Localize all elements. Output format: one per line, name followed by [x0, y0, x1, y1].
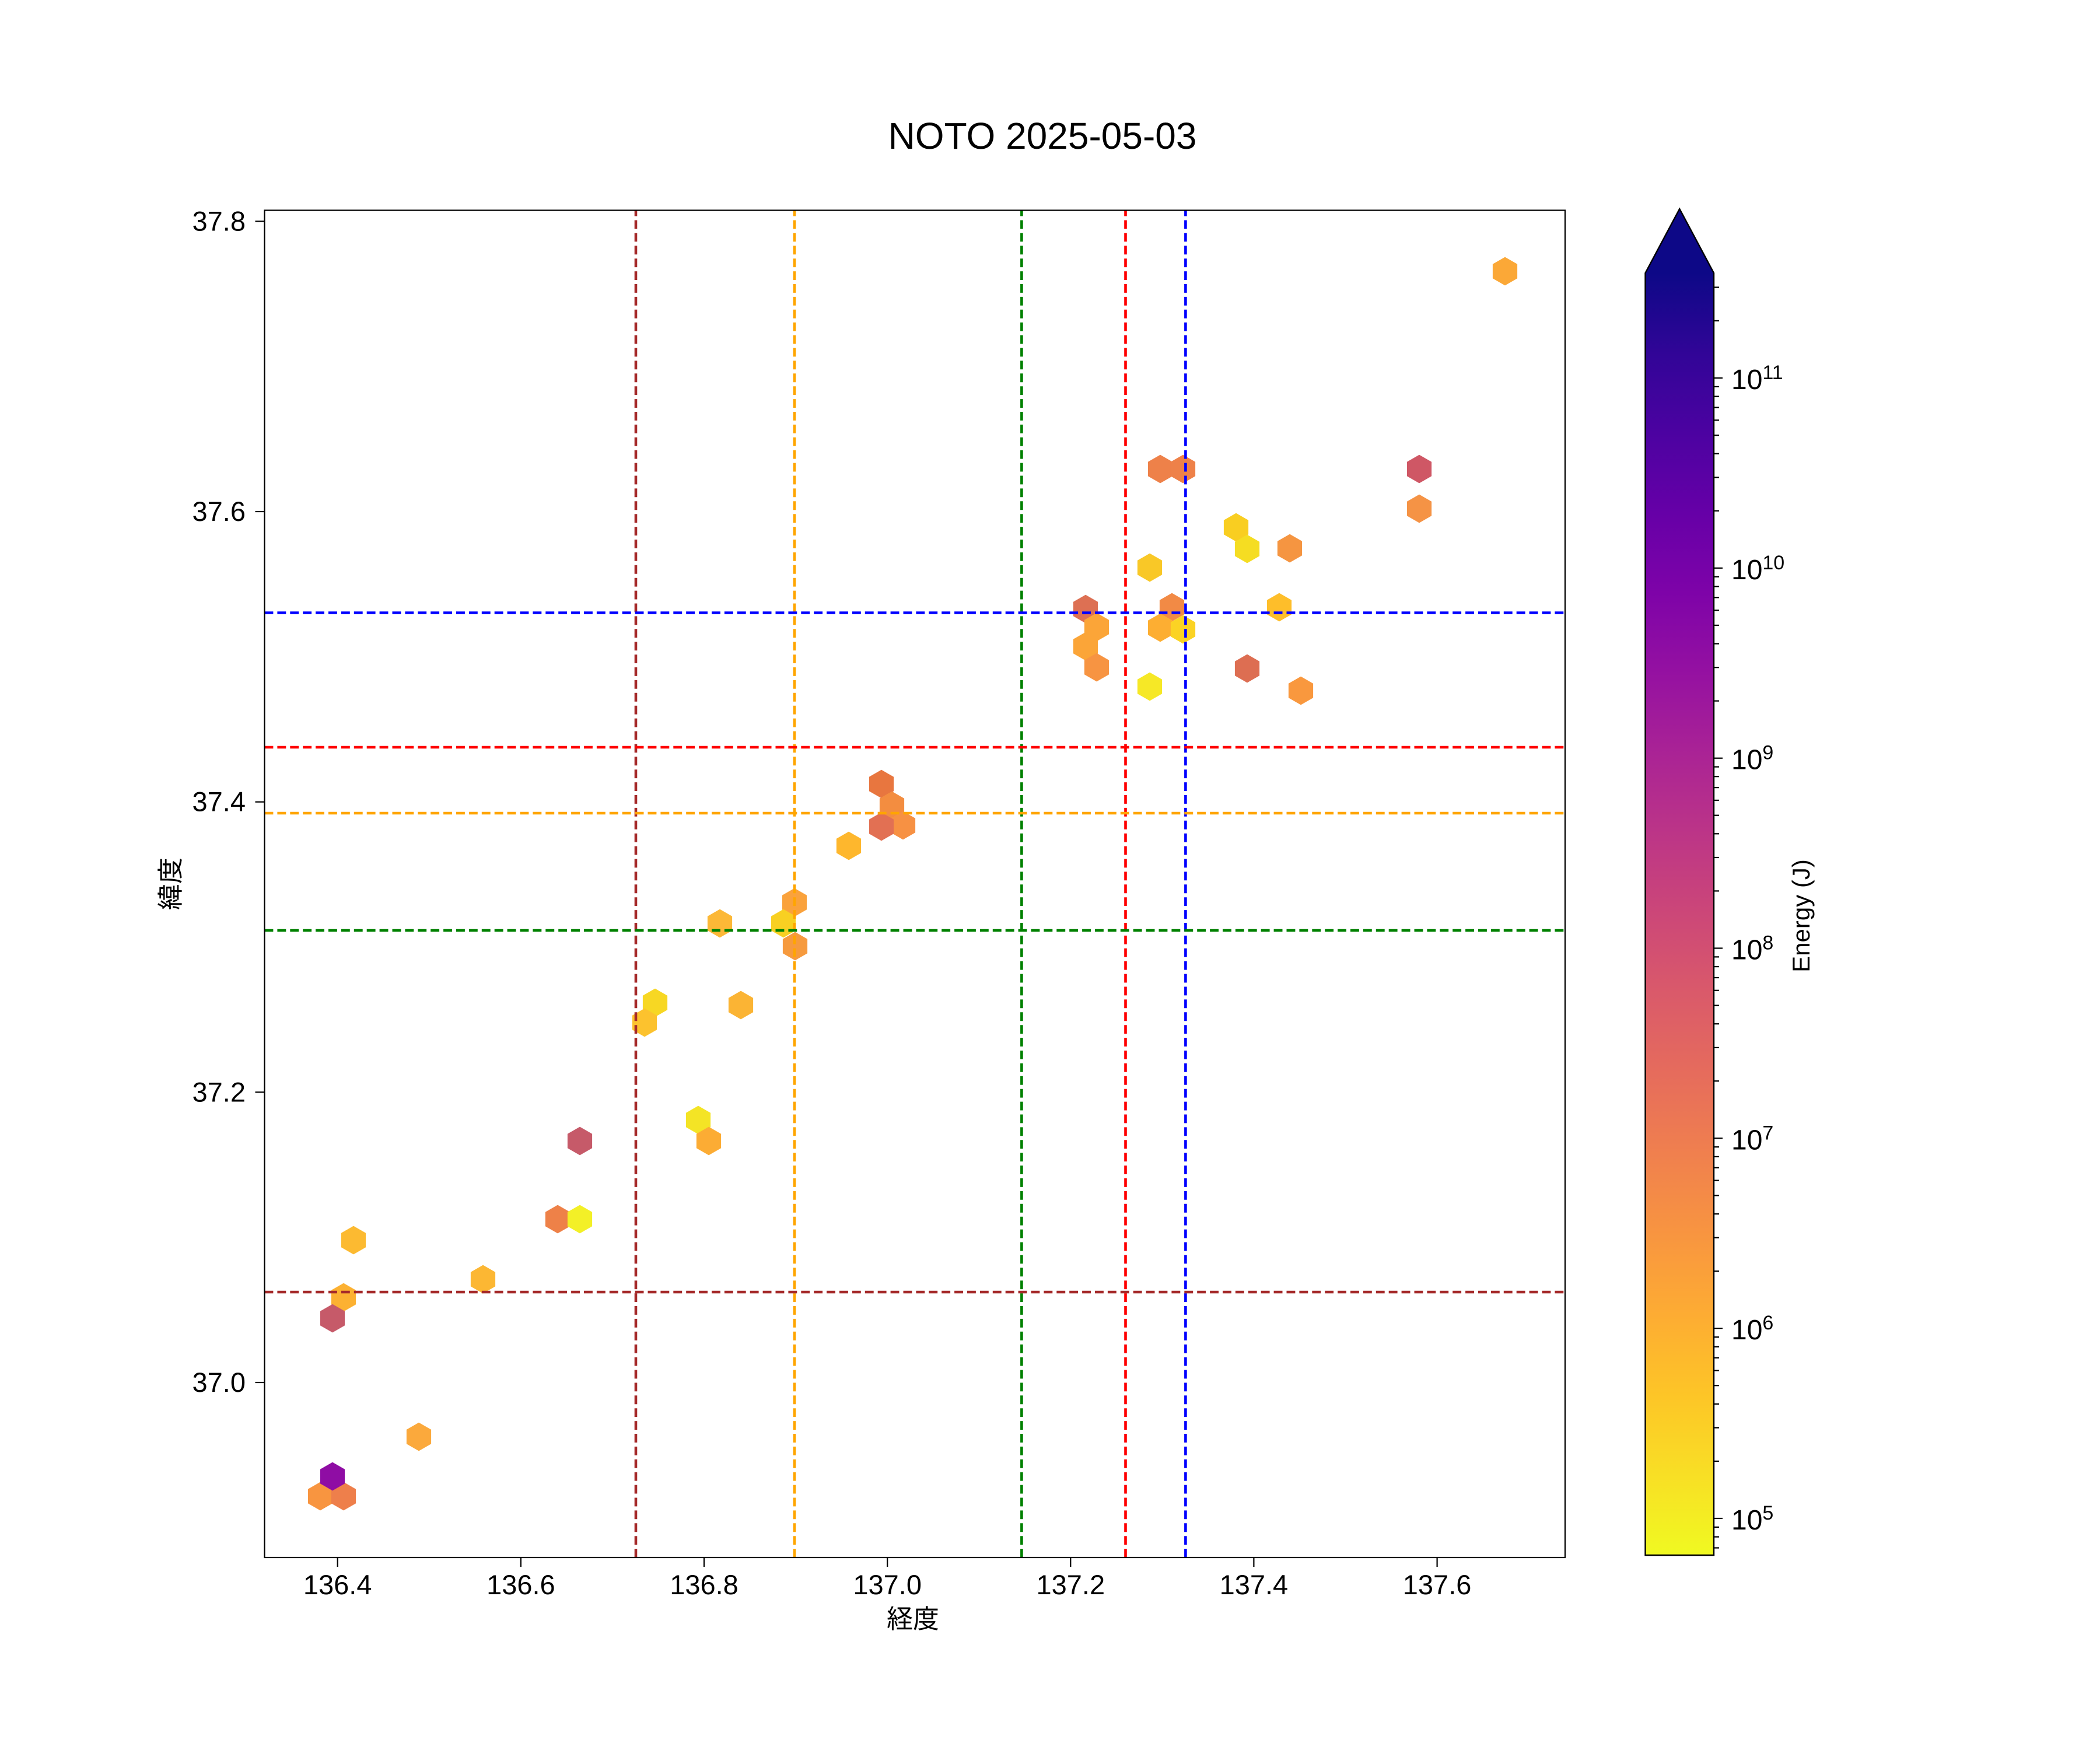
svg-text:37.2: 37.2	[192, 1076, 246, 1107]
svg-text:136.4: 136.4	[303, 1569, 372, 1600]
svg-text:Energy (J): Energy (J)	[1787, 859, 1815, 972]
svg-text:137.4: 137.4	[1220, 1569, 1289, 1600]
svg-text:137.0: 137.0	[853, 1569, 922, 1600]
svg-text:NOTO 2025-05-03: NOTO 2025-05-03	[888, 115, 1197, 157]
svg-text:37.8: 37.8	[192, 205, 246, 236]
svg-text:136.6: 136.6	[487, 1569, 555, 1600]
svg-text:37.0: 37.0	[192, 1367, 246, 1398]
svg-text:136.8: 136.8	[670, 1569, 738, 1600]
svg-text:108: 108	[1731, 932, 1773, 966]
svg-text:137.6: 137.6	[1403, 1569, 1472, 1600]
svg-text:105: 105	[1731, 1502, 1773, 1536]
svg-text:107: 107	[1731, 1122, 1773, 1156]
svg-text:37.4: 37.4	[192, 786, 246, 817]
svg-text:37.6: 37.6	[192, 496, 246, 527]
svg-text:137.2: 137.2	[1036, 1569, 1105, 1600]
